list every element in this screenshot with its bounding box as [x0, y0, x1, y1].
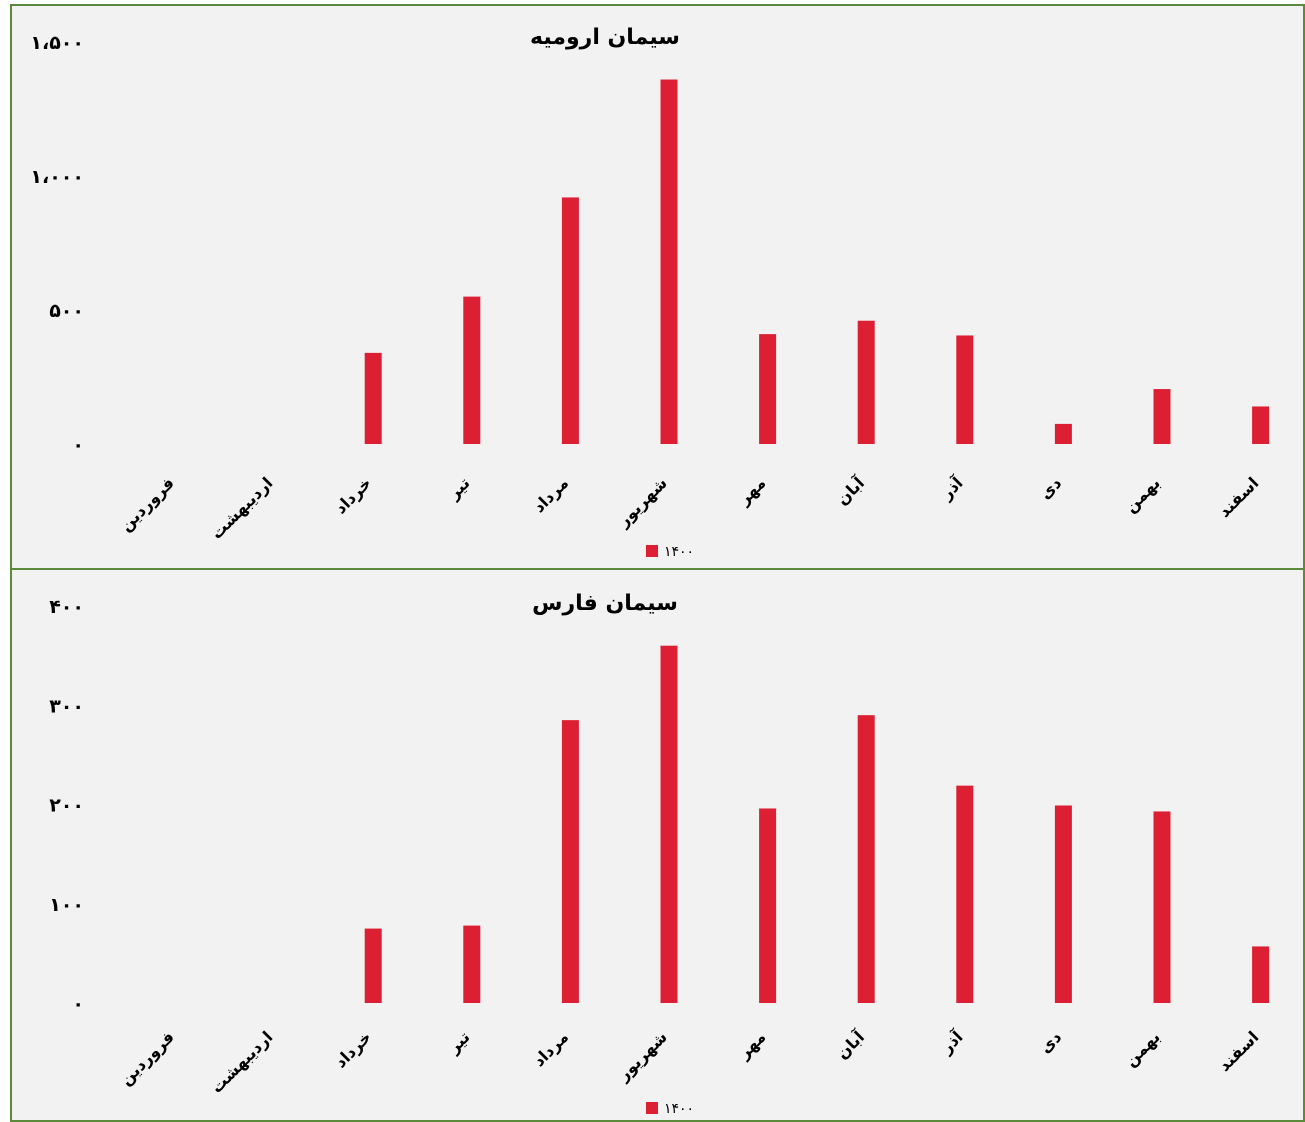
- y-tick-label: ۱۰۰: [49, 894, 84, 916]
- y-tick-label: ۴۰۰: [49, 596, 84, 618]
- bar: [759, 334, 777, 444]
- chart-panel-urmia: سیمان ارومیه ۰ ۵۰۰ ۱،۰۰۰ ۱،۵۰۰ فروردین اردیب…: [10, 4, 1305, 570]
- legend-label: ۱۴۰۰: [664, 544, 694, 560]
- y-tick-label: ۱،۰۰۰: [30, 166, 84, 188]
- x-tick-label: خرداد: [331, 473, 375, 517]
- bar: [1153, 389, 1171, 444]
- y-axis: ۰ ۱۰۰ ۲۰۰ ۳۰۰ ۴۰۰: [49, 596, 84, 1015]
- x-tick-label: اسفند: [1215, 473, 1263, 521]
- x-tick-label: دی: [1036, 1027, 1066, 1057]
- legend-label: ۱۴۰۰: [664, 1101, 694, 1117]
- bars: [364, 645, 1270, 1003]
- bar: [759, 808, 777, 1003]
- bar: [561, 197, 579, 444]
- y-tick-label: ۵۰۰: [49, 300, 84, 322]
- x-tick-label: اسفند: [1215, 1027, 1263, 1075]
- x-tick-label: اردیبهشت: [207, 473, 276, 542]
- x-tick-label: آبان: [832, 472, 869, 509]
- x-tick-label: دی: [1036, 473, 1066, 503]
- x-tick-label: تیر: [444, 1027, 474, 1057]
- x-tick-label: شهریور: [613, 1027, 671, 1085]
- legend-swatch: [646, 545, 658, 557]
- bar: [1252, 946, 1270, 1003]
- x-tick-label: آبان: [832, 1026, 869, 1063]
- x-tick-label: بهمن: [1121, 1027, 1164, 1070]
- chart-title: سیمان ارومیه: [530, 25, 680, 50]
- x-tick-label: اردیبهشت: [207, 1027, 276, 1096]
- chart-title: سیمان فارس: [532, 591, 678, 616]
- bar: [857, 715, 875, 1003]
- y-tick-label: ۰: [72, 993, 84, 1015]
- bar: [364, 928, 382, 1003]
- x-tick-label: مرداد: [529, 1027, 572, 1070]
- bar: [956, 785, 974, 1003]
- bar: [857, 320, 875, 444]
- x-tick-label: آذر: [936, 1026, 967, 1057]
- bar: [660, 645, 678, 1003]
- chart-fars: سیمان فارس ۰ ۱۰۰ ۲۰۰ ۳۰۰ ۴۰۰ فروردین اردیبهشت…: [49, 591, 1270, 1117]
- bar: [956, 335, 974, 444]
- legend: ۱۴۰۰: [646, 544, 694, 560]
- legend: ۱۴۰۰: [646, 1101, 694, 1117]
- y-tick-label: ۳۰۰: [49, 695, 84, 717]
- bar: [1054, 423, 1072, 444]
- bar: [463, 296, 481, 444]
- x-axis: فروردین اردیبهشت خرداد تیر مرداد شهریور مهر آبا…: [116, 472, 1262, 543]
- x-axis: فروردین اردیبهشت خرداد تیر مرداد شهریور مهر آبا…: [116, 1026, 1262, 1097]
- legend-swatch: [646, 1102, 658, 1114]
- bar: [364, 352, 382, 444]
- x-tick-label: خرداد: [331, 1027, 375, 1071]
- x-tick-label: فروردین: [116, 1027, 178, 1089]
- x-tick-label: مهر: [734, 1027, 770, 1063]
- x-tick-label: شهریور: [613, 473, 671, 531]
- x-tick-label: بهمن: [1121, 473, 1164, 516]
- x-tick-label: تیر: [444, 473, 474, 503]
- bar: [1252, 406, 1270, 444]
- chart-panel-fars: سیمان فارس ۰ ۱۰۰ ۲۰۰ ۳۰۰ ۴۰۰ فروردین اردیبهشت…: [10, 568, 1305, 1122]
- x-tick-label: آذر: [936, 472, 967, 503]
- x-tick-label: مرداد: [529, 473, 572, 516]
- y-axis: ۰ ۵۰۰ ۱،۰۰۰ ۱،۵۰۰: [30, 32, 84, 456]
- chart-urmia: سیمان ارومیه ۰ ۵۰۰ ۱،۰۰۰ ۱،۵۰۰ فروردین اردیب…: [30, 25, 1270, 560]
- bar: [660, 79, 678, 445]
- y-tick-label: ۲۰۰: [49, 795, 84, 817]
- bar: [561, 720, 579, 1003]
- x-tick-label: مهر: [734, 473, 770, 509]
- bars: [364, 79, 1270, 445]
- bar: [1054, 805, 1072, 1003]
- x-tick-label: فروردین: [116, 473, 178, 535]
- bar: [463, 925, 481, 1003]
- y-tick-label: ۱،۵۰۰: [30, 32, 84, 54]
- y-tick-label: ۰: [72, 434, 84, 456]
- bar: [1153, 811, 1171, 1003]
